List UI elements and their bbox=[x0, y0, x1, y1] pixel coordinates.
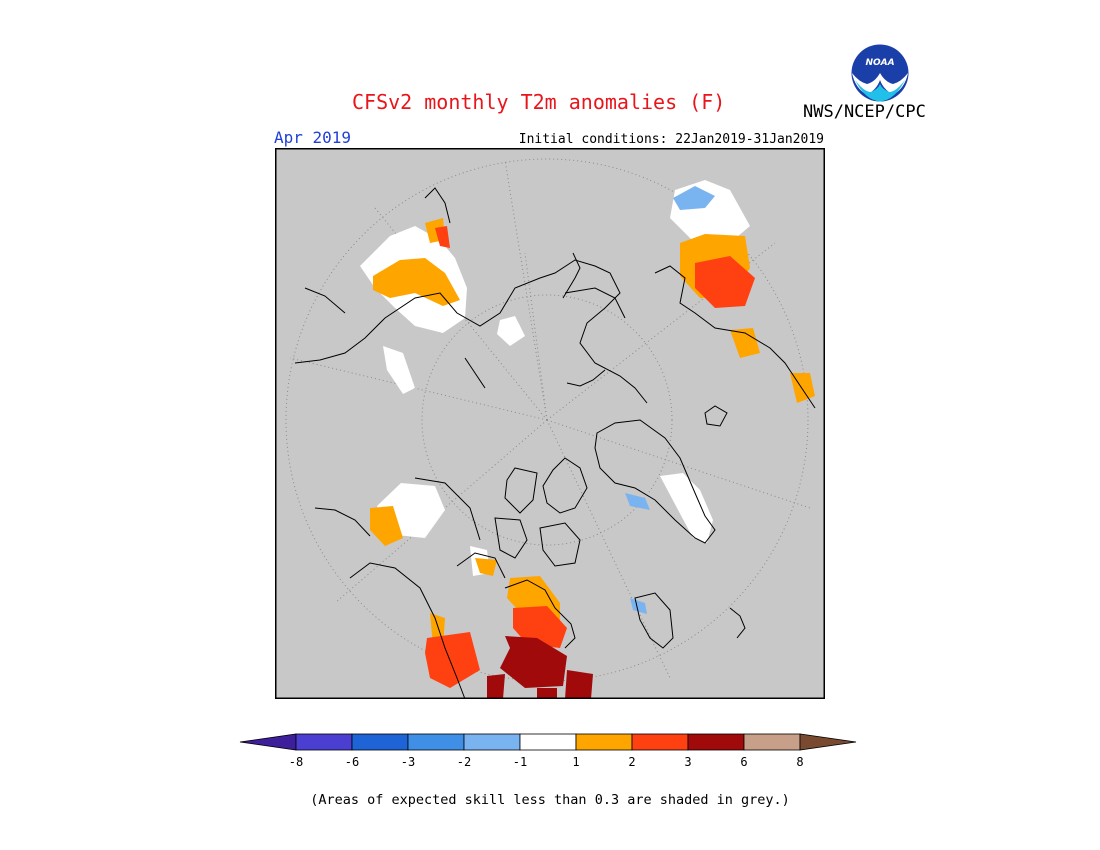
legend-arrow-high bbox=[799, 733, 857, 751]
legend-swatch bbox=[295, 733, 353, 751]
legend-tick-label: 8 bbox=[796, 755, 803, 769]
noaa-logo: NOAA bbox=[850, 43, 910, 103]
legend-swatch bbox=[463, 733, 521, 751]
legend-swatch bbox=[519, 733, 577, 751]
coastlines bbox=[294, 187, 816, 699]
legend-tick-label: -6 bbox=[345, 755, 359, 769]
map-frame bbox=[275, 148, 825, 699]
legend-swatch bbox=[575, 733, 633, 751]
legend-tick-label: 3 bbox=[684, 755, 691, 769]
legend-tick-label: 6 bbox=[740, 755, 747, 769]
legend-swatch bbox=[687, 733, 745, 751]
legend-tick-label: -8 bbox=[289, 755, 303, 769]
legend-tick-label: 2 bbox=[628, 755, 635, 769]
legend-arrow-low bbox=[239, 733, 297, 751]
legend-swatch bbox=[631, 733, 689, 751]
legend-tick-label: 1 bbox=[572, 755, 579, 769]
valid-month-label: Apr 2019 bbox=[274, 128, 352, 147]
initial-conditions-label: Initial conditions: 22Jan2019-31Jan2019 bbox=[518, 132, 824, 147]
legend-tick-label: -1 bbox=[513, 755, 527, 769]
anomaly-blue-areas bbox=[625, 186, 715, 614]
legend-swatch bbox=[407, 733, 465, 751]
legend-tick-label: -3 bbox=[401, 755, 415, 769]
anomaly-dark-red-areas bbox=[487, 636, 593, 699]
legend-swatch bbox=[743, 733, 801, 751]
anomaly-map bbox=[275, 148, 825, 699]
anomaly-red-areas bbox=[425, 226, 755, 688]
map-title: CFSv2 monthly T2m anomalies (F) bbox=[352, 90, 726, 114]
agency-label: NWS/NCEP/CPC bbox=[803, 102, 926, 122]
skill-note: (Areas of expected skill less than 0.3 a… bbox=[310, 792, 790, 808]
color-legend: -8 -6 -3 -2 -1 1 2 3 6 8 bbox=[239, 733, 857, 769]
svg-text:NOAA: NOAA bbox=[865, 58, 894, 68]
legend-tick-label: -2 bbox=[457, 755, 471, 769]
legend-swatch bbox=[351, 733, 409, 751]
